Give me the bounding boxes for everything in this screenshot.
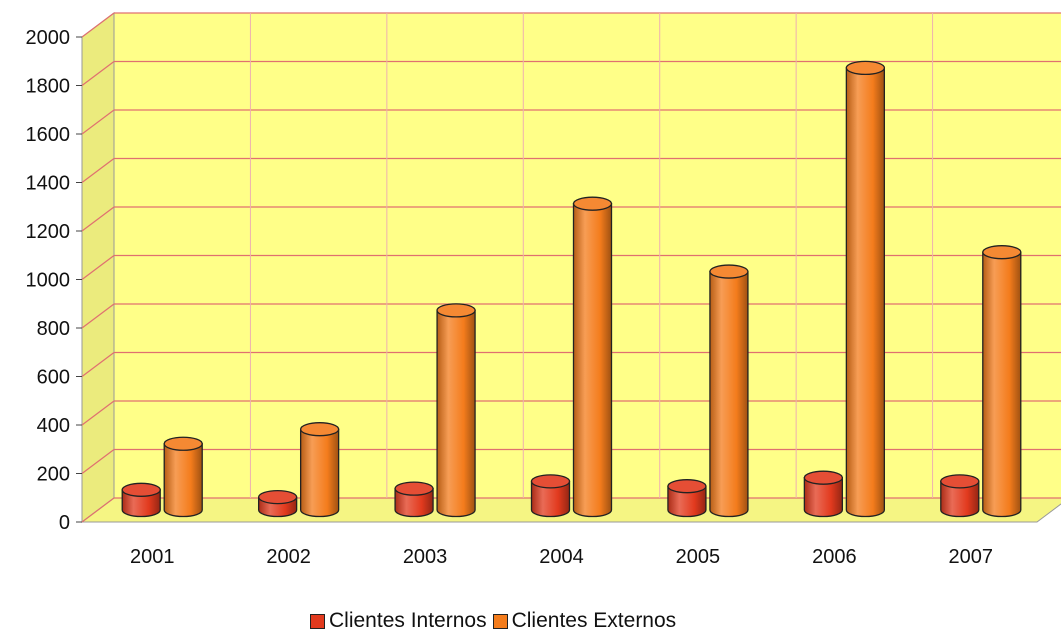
bar-externos-2004	[572, 196, 613, 518]
legend: Clientes Internos Clientes Externos	[310, 607, 676, 635]
gridline-side	[81, 61, 115, 86]
bar-body	[163, 443, 203, 518]
gridline-side	[81, 497, 115, 523]
y-axis-ticks: 0 200 400 600 800 1000 1200 1400 1600 1800 2000	[26, 27, 71, 534]
bar-top	[667, 479, 707, 494]
y-tick-label: 200	[37, 464, 70, 486]
x-tick-label: 2003	[403, 546, 448, 568]
bar-top	[803, 470, 844, 485]
y-tick-label: 2000	[26, 27, 71, 49]
bar-externos-2007	[982, 245, 1022, 518]
bar-top	[163, 436, 203, 451]
gridline-side	[81, 158, 115, 183]
gridline-side	[81, 352, 115, 377]
bar-body	[667, 485, 707, 518]
bar-internos-2005	[667, 479, 707, 518]
y-tick-label: 1000	[26, 270, 71, 292]
y-tick-label: 1800	[26, 76, 71, 98]
bar-externos-2006	[845, 60, 886, 518]
bars	[121, 60, 1022, 518]
legend-swatch-externos	[492, 613, 508, 629]
bar-internos-2006	[803, 470, 844, 518]
gridline-side	[81, 449, 115, 474]
bar-body	[530, 480, 571, 518]
bar-body	[299, 428, 340, 518]
x-tick-label: 2002	[266, 546, 311, 568]
bar-internos-2004	[530, 474, 571, 518]
bar-internos-2001	[121, 482, 161, 518]
bar-externos-2005	[709, 264, 749, 518]
bar-top	[982, 245, 1022, 260]
bar-body	[982, 251, 1022, 518]
bar-top	[572, 196, 613, 211]
y-tick-label: 800	[37, 318, 70, 340]
bar-top	[940, 474, 980, 489]
bar-top	[394, 481, 434, 496]
bar-body	[394, 487, 434, 518]
y-tick-label: 0	[59, 512, 70, 534]
x-tick-label: 2006	[812, 546, 857, 568]
x-tick-label: 2005	[676, 546, 721, 568]
gridline-side	[81, 400, 115, 426]
bar-externos-2001	[163, 436, 203, 518]
bar-body	[940, 480, 980, 518]
y-tick-label: 600	[37, 367, 70, 389]
bar-internos-2002	[257, 489, 298, 518]
bar-top	[530, 474, 571, 489]
bar-body	[803, 477, 844, 518]
floor	[80, 497, 1061, 523]
x-tick-label: 2001	[130, 546, 175, 568]
legend-item-externos: Clientes Externos	[492, 609, 677, 633]
bar-top	[709, 264, 749, 279]
legend-label-internos: Clientes Internos	[329, 609, 487, 632]
bar-top	[845, 60, 886, 76]
gridline-side	[81, 109, 115, 135]
bar-body	[572, 203, 613, 518]
bar-body	[709, 270, 749, 518]
y-tick-label: 1400	[26, 173, 71, 195]
gridline-side	[81, 255, 115, 280]
plot-walls	[80, 12, 1061, 523]
legend-swatch-internos	[310, 613, 325, 629]
bar-top	[436, 303, 476, 318]
bar-externos-2003	[436, 303, 476, 518]
legend-label-externos: Clientes Externos	[511, 609, 677, 632]
x-tick-label: 2004	[539, 546, 584, 568]
bar-body	[121, 489, 161, 518]
y-tick-label: 400	[37, 415, 70, 437]
bar-body	[845, 67, 886, 518]
bar-internos-2003	[394, 481, 434, 518]
bar-body	[436, 309, 476, 518]
gridline-side	[81, 206, 115, 232]
x-tick-label: 2007	[949, 546, 994, 568]
legend-item-internos: Clientes Internos	[310, 609, 487, 633]
y-tick-label: 1200	[26, 221, 71, 243]
bar-top	[299, 422, 340, 437]
bar-internos-2007	[940, 474, 980, 518]
gridline-side	[81, 12, 115, 38]
bar-top	[121, 482, 161, 497]
bar-externos-2002	[299, 422, 340, 518]
x-axis-ticks: 2001 2002 2003 2004 2005 2006 2007	[130, 546, 993, 568]
y-tick-label: 1600	[26, 124, 71, 146]
bar-top	[257, 489, 298, 505]
gridline-side	[81, 303, 115, 329]
